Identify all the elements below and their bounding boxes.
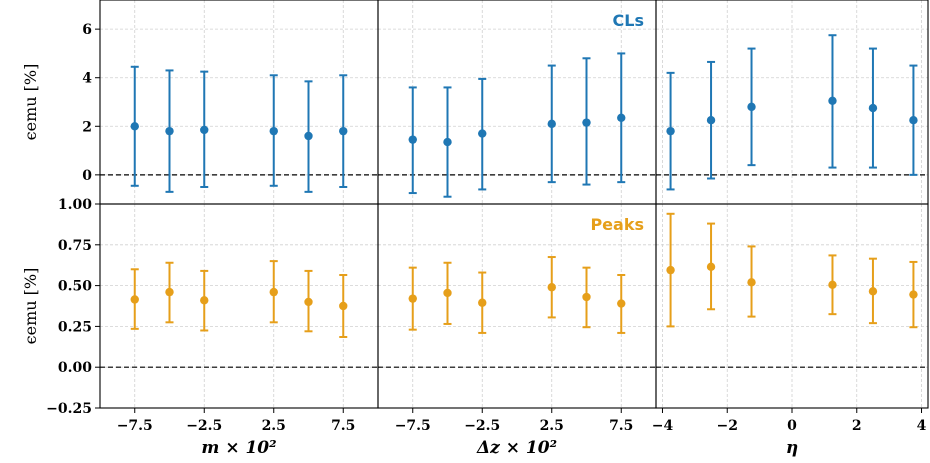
data-point [443, 137, 452, 147]
x-tick-label: 0 [787, 418, 797, 434]
panel-frame [99, 203, 379, 409]
data-point [478, 298, 487, 307]
data-point [304, 297, 313, 307]
x-axis-label: η [786, 438, 798, 458]
data-point [666, 265, 675, 275]
y-axis-label: ϵemu [%] [21, 268, 40, 345]
data-point [408, 135, 417, 144]
x-tick-label: −7.5 [117, 418, 153, 434]
data-point [706, 262, 716, 272]
data-point [582, 118, 591, 127]
data-point [200, 125, 209, 135]
tick-layer: 0 2 4 6 −0.25 0.00 0.25 0.50 0.75 1.00 −7.5 −2.5 2.5… [46, 22, 926, 434]
data-point [269, 126, 278, 136]
x-tick-label: 2 [852, 418, 862, 434]
data-point [165, 126, 174, 136]
data-point [339, 126, 348, 136]
panel-frame [99, 0, 379, 205]
data-point [617, 299, 626, 308]
data-point [666, 126, 675, 136]
data-point [828, 280, 837, 289]
data-point [200, 296, 209, 305]
data-point [909, 116, 918, 125]
x-axis-label: m × 10² [201, 438, 276, 458]
data-point [868, 287, 878, 296]
data-point [304, 131, 313, 141]
y-tick-label: 6 [82, 22, 92, 38]
y-tick-label: 0.75 [58, 238, 92, 254]
data-point [443, 288, 452, 298]
data-point [582, 292, 591, 302]
series-annotation: CLs [613, 11, 644, 30]
x-tick-label: −2.5 [186, 418, 222, 434]
x-axis-label: Δz × 10² [476, 438, 557, 458]
x-tick-label: 7.5 [331, 418, 355, 434]
data-point [165, 287, 174, 297]
data-point [547, 119, 556, 129]
data-point [706, 116, 716, 125]
data-point [617, 113, 626, 122]
y-tick-label: 1.00 [58, 197, 92, 213]
y-tick-label: 0 [82, 168, 92, 184]
x-tick-label: 7.5 [609, 418, 633, 434]
x-tick-label: 4 [917, 418, 927, 434]
data-point [478, 129, 487, 138]
data-point [547, 283, 556, 292]
y-tick-label: 4 [82, 71, 92, 87]
series-annotation: Peaks [590, 215, 644, 234]
y-axis-label: ϵemu [%] [21, 64, 40, 141]
data-point [269, 287, 278, 297]
data-point [868, 103, 878, 113]
y-tick-label: −0.25 [46, 401, 92, 417]
data-point [828, 96, 837, 105]
y-tick-label: 0.50 [58, 279, 92, 295]
panel-frame [377, 0, 657, 205]
x-tick-label: −2.5 [464, 418, 500, 434]
x-tick-label: −7.5 [395, 418, 431, 434]
data-point [747, 278, 756, 287]
y-tick-label: 0.25 [58, 319, 92, 335]
panel-frames [99, 0, 929, 409]
data-point [130, 122, 139, 131]
data-point [130, 295, 139, 304]
data-point [909, 290, 918, 299]
x-tick-label: 2.5 [262, 418, 286, 434]
x-tick-label: −4 [652, 418, 674, 434]
data-point [408, 294, 417, 303]
data-point [747, 102, 756, 112]
panel-frame [377, 203, 657, 409]
data-point [339, 301, 348, 311]
data-marks [130, 34, 918, 339]
y-tick-label: 0.00 [58, 360, 92, 376]
x-tick-label: −2 [716, 418, 737, 434]
labels-layer: ϵemu [%] CLs ϵemu [%] Peaks m × 10² Δz × 10² η [21, 11, 798, 458]
zero-lines [100, 174, 928, 368]
x-tick-label: 2.5 [540, 418, 564, 434]
y-tick-label: 2 [82, 119, 92, 135]
